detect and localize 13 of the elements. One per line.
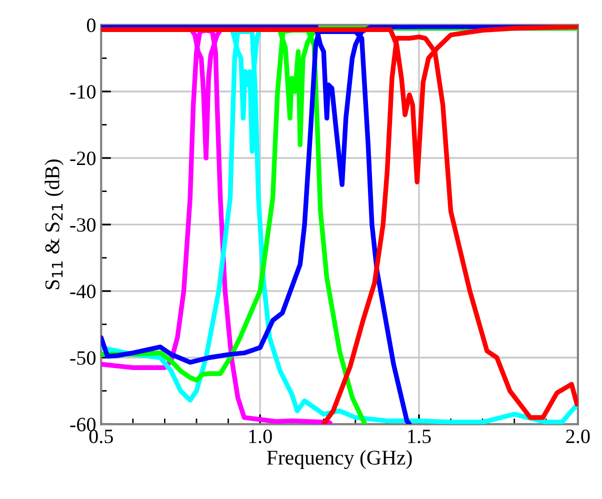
y-tick-label: -30: [70, 218, 96, 232]
x-tick-label: 0.5: [89, 430, 113, 444]
y-tick-label: 0: [86, 18, 96, 32]
x-axis-title: Frequency (GHz): [266, 450, 412, 470]
y-tick-label: -10: [70, 85, 96, 99]
y-tick-label: -20: [70, 152, 96, 166]
x-tick-label: 1.5: [408, 430, 431, 444]
y-tick-label: -50: [70, 351, 96, 365]
y-tick-label: -40: [70, 284, 96, 298]
x-tick-label: 1.0: [249, 430, 272, 444]
y-tick-label: -60: [70, 418, 96, 432]
y-axis-title: S$_{11}$ & S$_{21}$ (dB): [44, 160, 64, 290]
x-tick-label: 2.0: [566, 430, 590, 444]
